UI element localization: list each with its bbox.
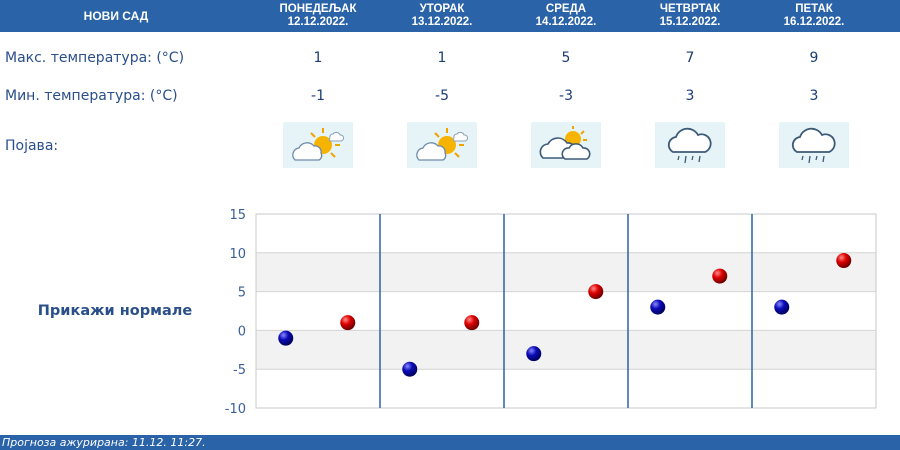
day-date: 14.12.2022. — [535, 16, 597, 28]
day-header-3: СРЕДА 14.12.2022. — [504, 0, 628, 32]
min-temp-value: 3 — [685, 88, 695, 104]
min-temp-value: -1 — [311, 88, 325, 104]
day-name: ЧЕТВРТАК — [659, 3, 721, 15]
day-name: УТОРАК — [419, 3, 465, 15]
max-temp-marker — [340, 315, 356, 331]
min-temp-marker — [650, 299, 666, 315]
max-temp-label: Макс. температура: (°C) — [5, 50, 185, 66]
day-date: 12.12.2022. — [287, 16, 349, 28]
day-header-5: ПЕТАК 16.12.2022. — [752, 0, 876, 32]
max-temp-marker — [588, 284, 604, 300]
show-normals-link[interactable]: Прикажи нормале — [37, 303, 193, 319]
day-name: ПОНЕДЕЉАК — [279, 3, 357, 15]
updated-text: Прогноза ажурирана: 11.12. 11:27. — [2, 436, 206, 449]
city-name: НОВИ САД — [83, 9, 149, 23]
day-header-4: ЧЕТВРТАК 15.12.2022. — [628, 0, 752, 32]
forecast-footer: Прогноза ажурирана: 11.12. 11:27. — [0, 435, 900, 450]
day-date: 15.12.2022. — [659, 16, 721, 28]
rain-cloud-icon — [655, 122, 725, 168]
min-temp-value: -5 — [435, 88, 449, 104]
day-name: СРЕДА — [545, 3, 587, 15]
y-tick-label: -5 — [233, 363, 246, 378]
day-date: 16.12.2022. — [783, 16, 845, 28]
max-temp-marker — [464, 315, 480, 331]
max-temp-value: 5 — [561, 50, 571, 66]
day-date: 13.12.2022. — [411, 16, 473, 28]
sun-behind-cloud-icon — [283, 122, 353, 168]
max-temp-marker — [836, 253, 852, 269]
min-temp-label: Мин. температура: (°C) — [5, 88, 178, 104]
grid-band — [256, 252, 876, 292]
day-name: ПЕТАК — [795, 3, 833, 15]
grid-band — [256, 214, 876, 253]
min-temp-marker — [526, 346, 542, 362]
rain-cloud-icon — [779, 122, 849, 168]
sun-behind-cloud-icon — [407, 122, 477, 168]
y-tick-label: 10 — [229, 247, 246, 262]
max-temp-value: 9 — [809, 50, 819, 66]
grid-band — [256, 330, 876, 370]
min-temp-value: 3 — [809, 88, 819, 104]
min-temp-marker — [278, 330, 294, 346]
temperature-chart: 15 10 5 0 -5 -10 — [225, 208, 877, 417]
phenomenon-label: Појава: — [5, 138, 59, 154]
max-temp-value: 7 — [685, 50, 695, 66]
max-temp-marker — [712, 268, 728, 284]
cloudy-with-sun-icon — [531, 122, 601, 168]
day-header-1: ПОНЕДЕЉАК 12.12.2022. — [256, 0, 380, 32]
min-temp-marker — [402, 361, 418, 377]
plot-frame — [255, 213, 877, 409]
max-temp-value: 1 — [437, 50, 447, 66]
y-tick-label: 15 — [229, 208, 246, 223]
y-tick-label: 0 — [238, 324, 246, 339]
min-temp-marker — [774, 299, 790, 315]
min-temp-value: -3 — [559, 88, 573, 104]
grid-band — [256, 291, 876, 331]
day-header-2: УТОРАК 13.12.2022. — [380, 0, 504, 32]
grid-band — [256, 369, 876, 408]
max-temp-value: 1 — [313, 50, 323, 66]
forecast-header: НОВИ САД ПОНЕДЕЉАК 12.12.2022. УТОРАК 13… — [0, 0, 900, 32]
y-tick-label: 5 — [238, 286, 246, 301]
y-tick-label: -10 — [225, 402, 246, 417]
